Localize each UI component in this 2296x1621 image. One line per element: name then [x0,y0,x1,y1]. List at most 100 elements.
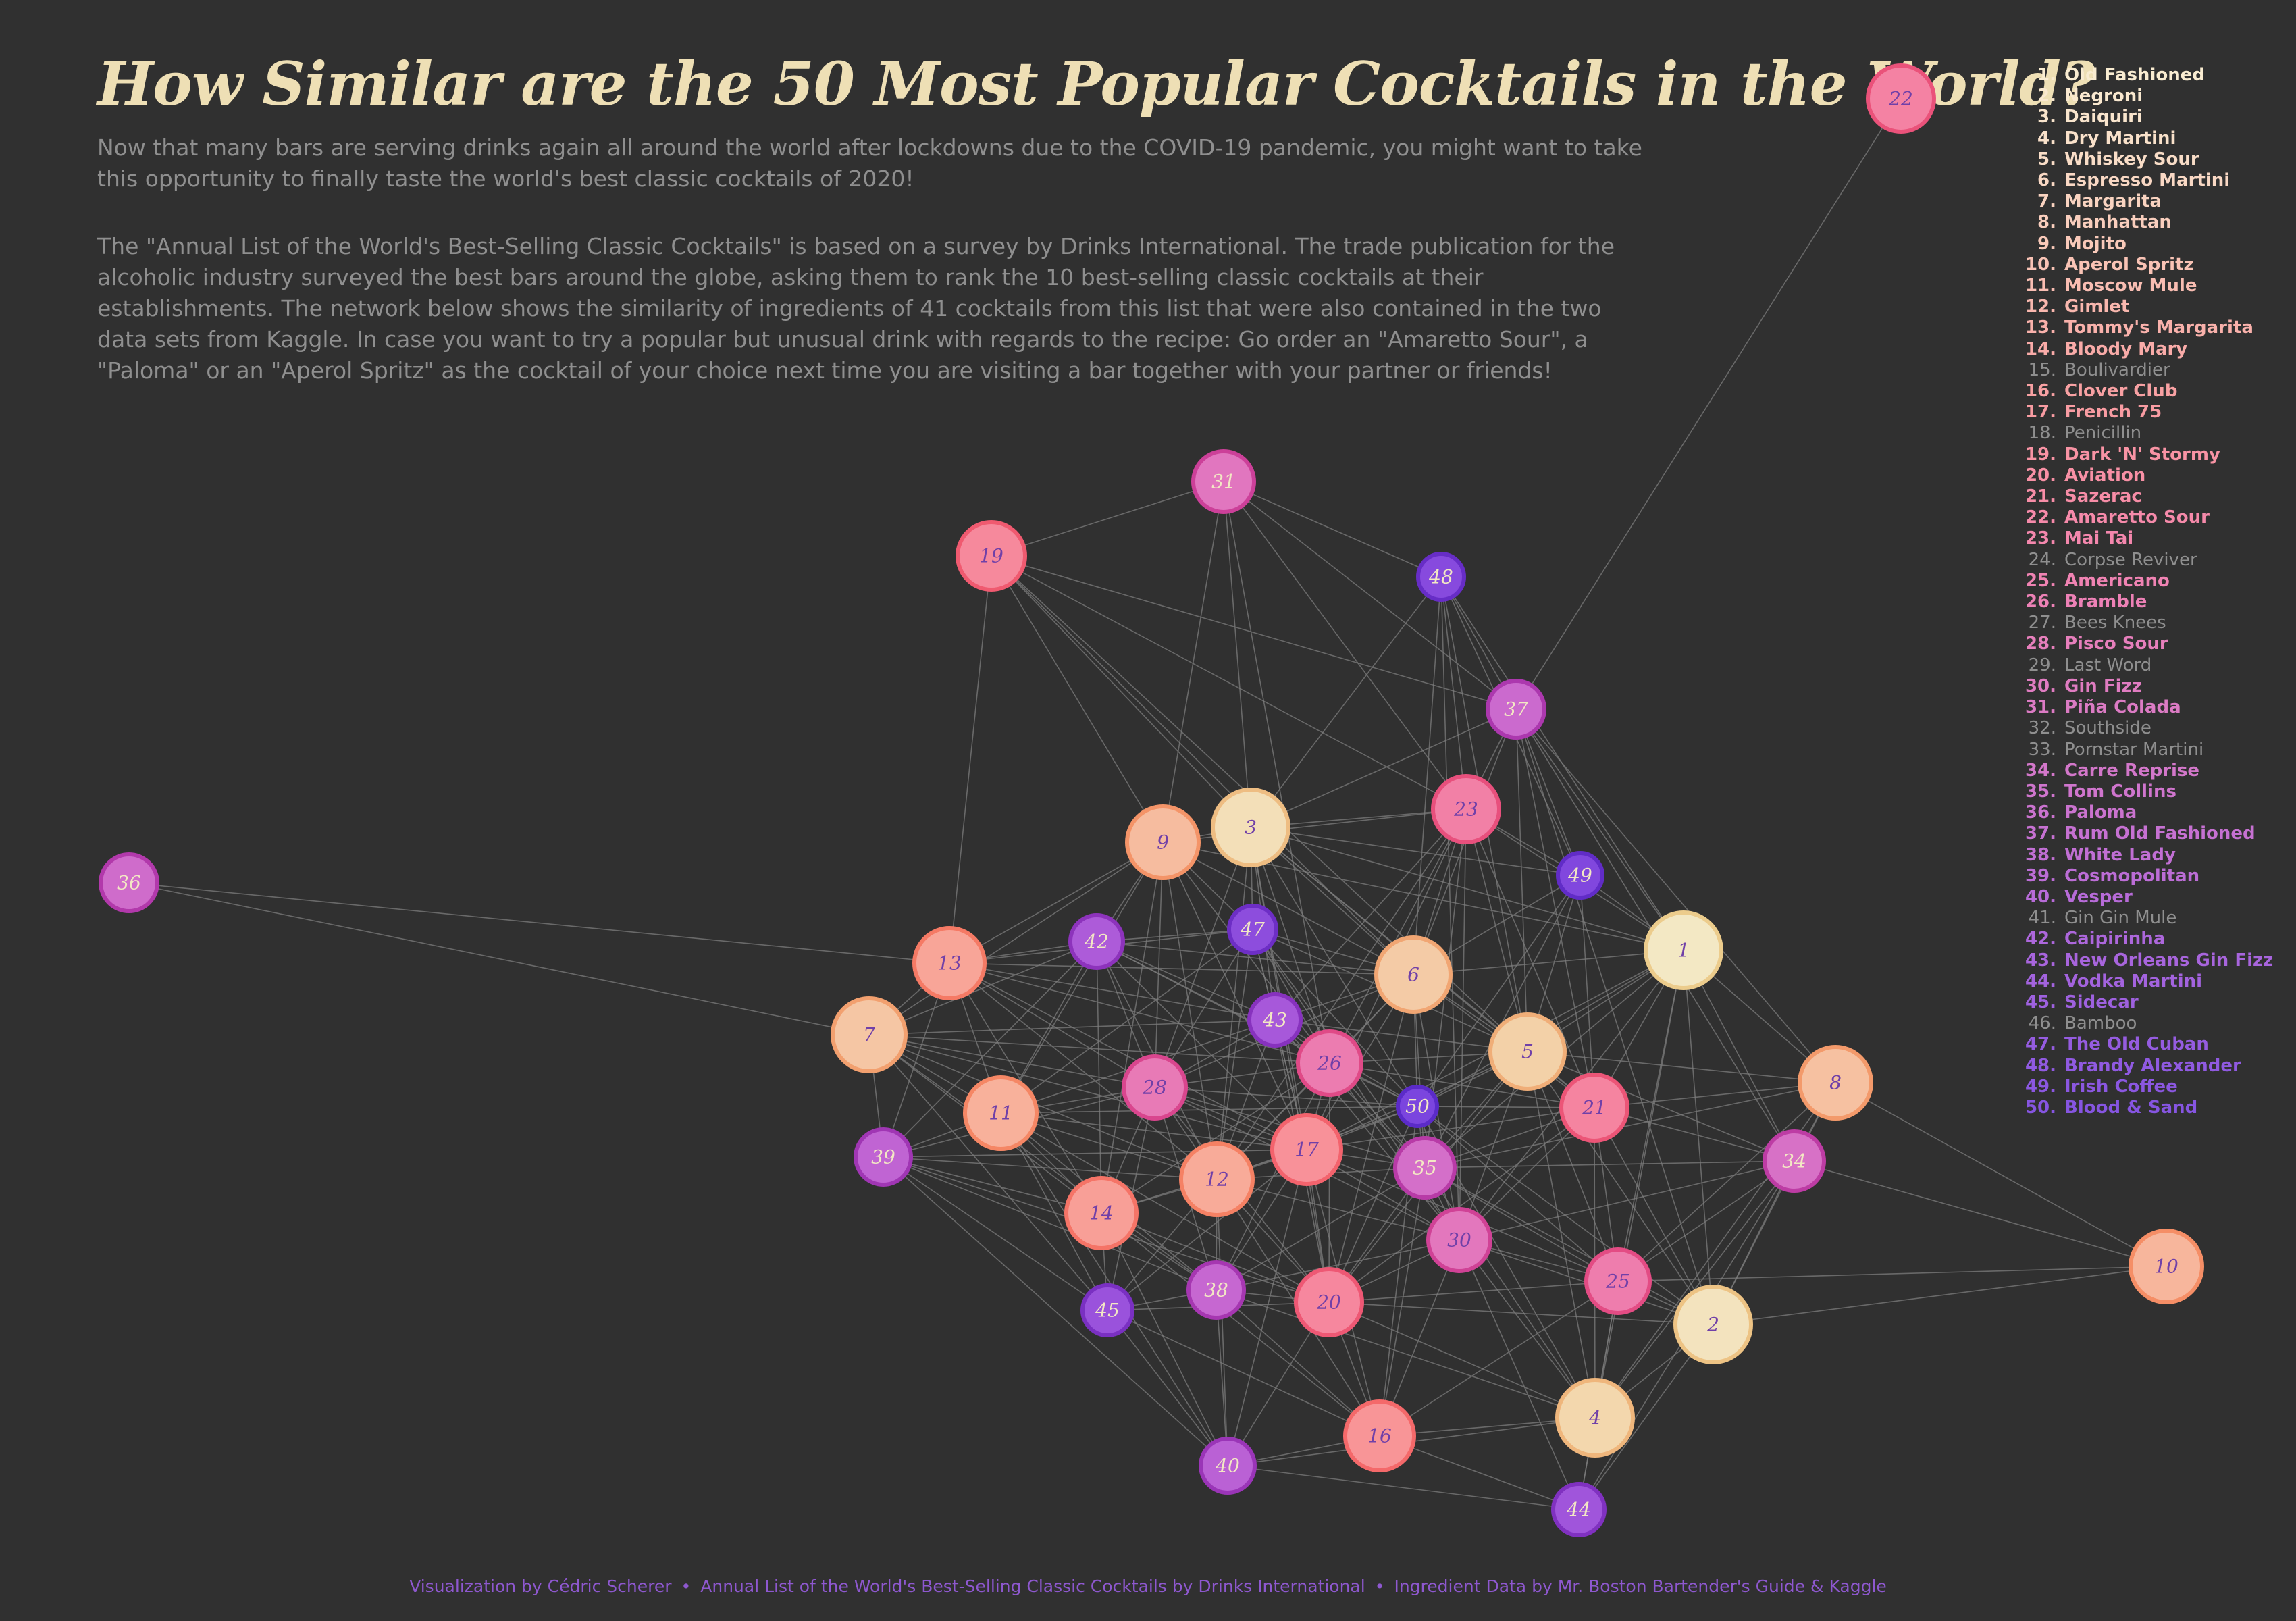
legend-name: Americano [2064,570,2170,591]
legend-item: 4. Dry Martini [2016,128,2273,149]
legend-item: 26. Bramble [2016,592,2273,613]
legend-item: 43. New Orleans Gin Fizz [2016,950,2273,971]
edge-20-2 [1328,1302,1714,1325]
edge-13-28 [949,962,1155,1088]
legend-rank: 8. [2037,212,2056,233]
node-circle [956,520,1027,592]
legend-item: 36. Paloma [2016,802,2273,823]
legend-item: 24. Corpse Reviver [2016,550,2273,571]
legend-rank: 25. [2025,570,2056,591]
node-circle [1179,1141,1255,1217]
node-label: 23 [1453,798,1478,821]
edge-43-5 [1274,1019,1528,1052]
edge-23-5 [1465,808,1528,1052]
node-1: 1 [1644,910,1723,990]
node-circle [1294,1267,1364,1337]
edge-31-26 [1223,481,1330,1064]
node-label: 36 [117,872,141,894]
node-circle [1486,679,1546,740]
legend-name: Amaretto Sour [2064,507,2210,528]
edge-37-2 [1515,709,1714,1325]
edge-36-13 [128,882,950,964]
node-label: 30 [1447,1229,1471,1252]
node-circle [1488,1012,1567,1091]
legend-item: 29. Last Word [2016,655,2273,676]
legend-name: Sidecar [2064,992,2139,1012]
edge-30-44 [1459,1239,1580,1510]
legend-item: 8. Manhattan [2016,212,2273,233]
edge-23-12 [1216,808,1467,1180]
legend-name: Gimlet [2064,297,2130,317]
edge-43-35 [1274,1019,1426,1168]
edge-19-37 [991,555,1517,710]
legend-rank: 21. [2025,486,2056,507]
legend-rank: 42. [2025,929,2056,950]
edge-28-50 [1154,1087,1418,1107]
edge-38-4 [1216,1289,1596,1418]
node-47: 47 [1227,904,1278,955]
legend-item: 39. Cosmopolitan [2016,866,2273,887]
edge-3-26 [1250,827,1330,1064]
legend-name: Irish Coffee [2064,1076,2178,1097]
edge-9-28 [1154,842,1164,1088]
node-3: 3 [1211,788,1290,867]
legend-rank: 32. [2028,718,2056,739]
edge-26-21 [1329,1062,1595,1108]
node-circle [1866,63,1936,134]
legend-item: 35. Tom Collins [2016,781,2273,802]
edge-5-4 [1527,1051,1596,1418]
node-circle [1122,1054,1188,1121]
node-label: 20 [1316,1291,1341,1314]
edge-3-12 [1216,827,1251,1180]
node-circle [1431,774,1501,844]
edge-3-28 [1154,827,1251,1088]
edge-31-9 [1162,481,1224,843]
edge-5-8 [1527,1051,1836,1083]
edge-30-38 [1216,1239,1460,1291]
edge-9-7 [868,842,1164,1035]
node-label: 47 [1240,919,1265,941]
legend-name: The Old Cuban [2064,1034,2209,1055]
edge-37-8 [1515,709,1836,1083]
node-circle [1186,1260,1246,1320]
edge-19-9 [991,555,1164,843]
node-11: 11 [963,1075,1039,1151]
edge-23-21 [1465,808,1595,1108]
edge-31-23 [1223,481,1467,810]
legend-name: Piña Colada [2064,697,2181,718]
node-label: 1 [1677,940,1690,962]
legend-name: French 75 [2064,402,2162,423]
node-2: 2 [1673,1285,1753,1364]
legend-item: 49. Irish Coffee [2016,1077,2273,1098]
legend-rank: 29. [2028,654,2056,675]
edge-13-17 [949,962,1307,1150]
edge-48-23 [1440,576,1467,810]
edge-42-43 [1096,941,1276,1021]
legend-name: Rum Old Fashioned [2064,823,2255,844]
node-42: 42 [1068,913,1125,970]
node-circle [2129,1229,2204,1304]
legend-rank: 17. [2025,402,2056,423]
edge-35-2 [1424,1167,1714,1325]
legend-item: 20. Aviation [2016,465,2273,486]
node-label: 42 [1084,931,1109,953]
node-label: 28 [1142,1077,1167,1099]
edge-3-1 [1250,827,1684,951]
legend-rank: 20. [2025,465,2056,486]
edge-23-43 [1274,808,1467,1021]
page-title: How Similar are the 50 Most Popular Cock… [97,49,2095,119]
legend-name: Cosmopolitan [2064,865,2200,886]
node-label: 49 [1567,865,1592,887]
legend-name: Vodka Martini [2064,971,2203,992]
node-circle [1125,804,1201,880]
edge-19-3 [991,555,1251,828]
legend-name: Carre Reprise [2064,760,2200,781]
node-label: 17 [1295,1139,1319,1161]
node-21: 21 [1559,1073,1629,1143]
edge-20-4 [1328,1302,1596,1418]
edge-9-23 [1162,808,1467,843]
legend-name: New Orleans Gin Fizz [2064,950,2274,971]
legend-rank: 46. [2028,1013,2056,1034]
legend-rank: 1. [2037,65,2056,85]
